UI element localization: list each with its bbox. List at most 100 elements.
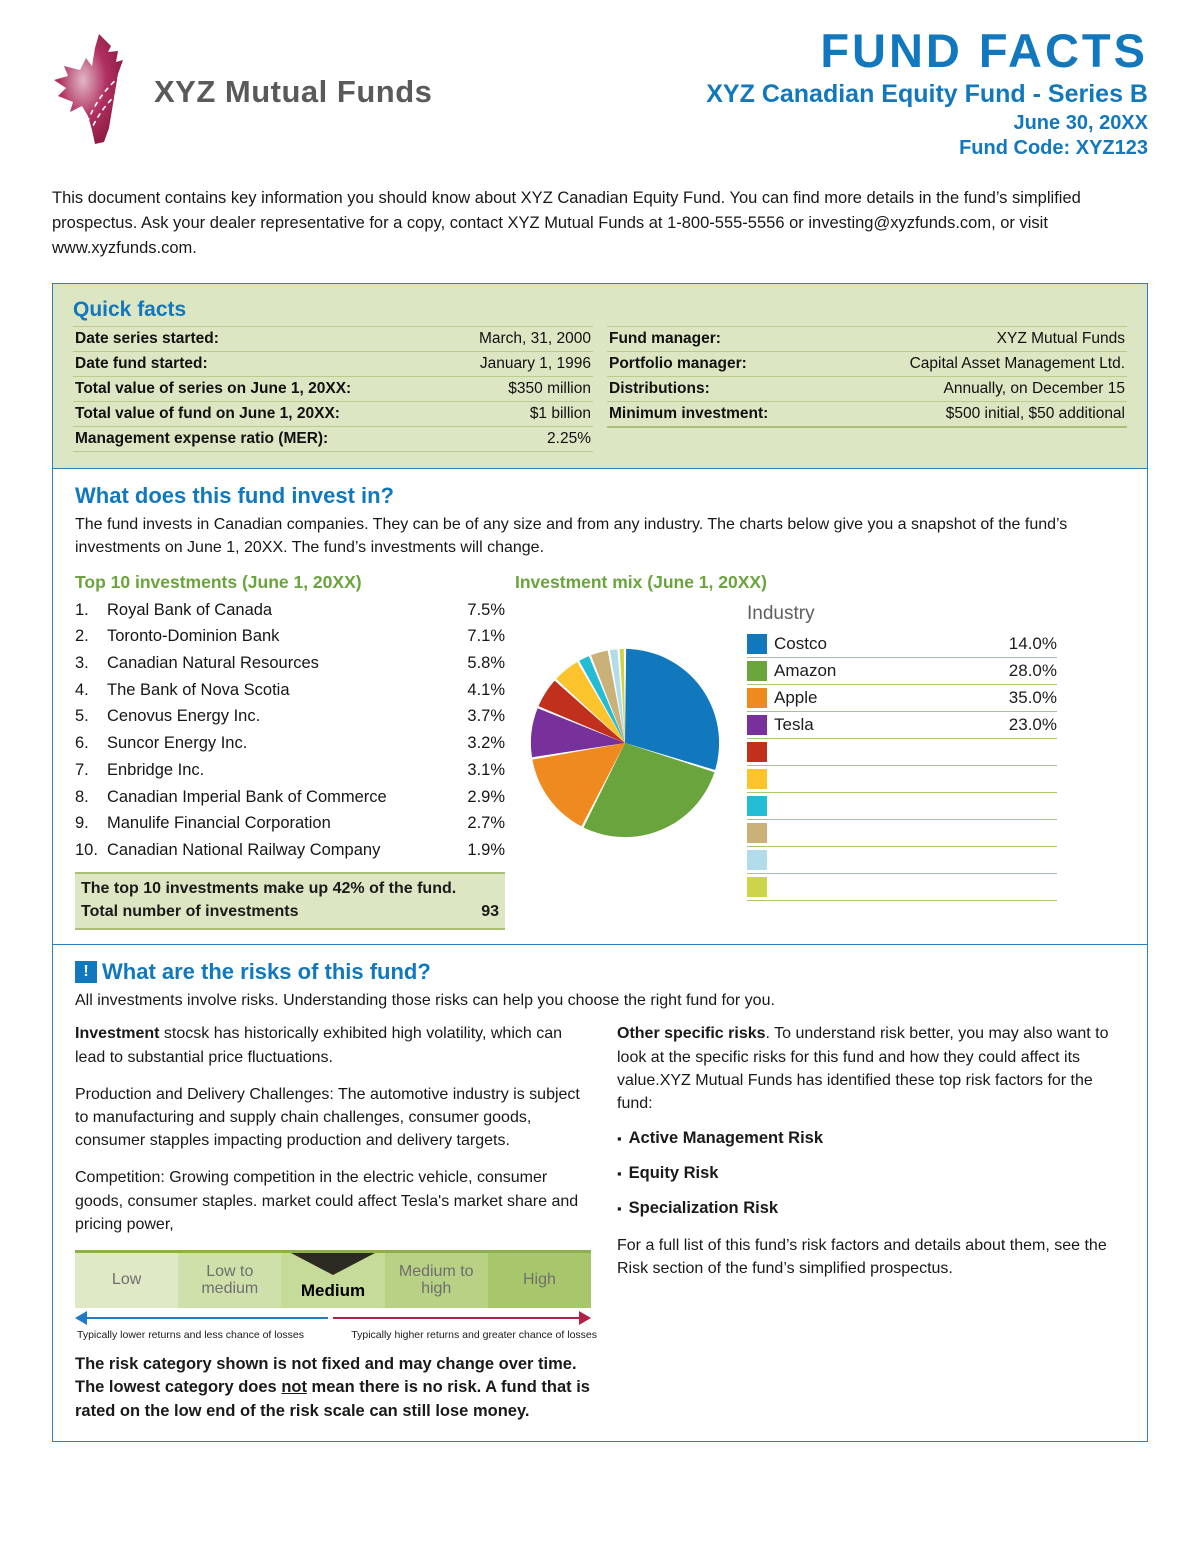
holding-pct: 7.5% — [467, 600, 505, 619]
legend-value: 28.0% — [1008, 660, 1057, 680]
legend-label: Apple — [774, 687, 818, 707]
rank: 10. — [75, 841, 98, 860]
other-specific-risks-paragraph: Other specific risks. To understand risk… — [617, 1022, 1127, 1115]
top10-column: Top 10 investments (June 1, 20XX) 1. Roy… — [75, 560, 505, 931]
pie-slice — [579, 655, 625, 743]
top10-summary-line: The top 10 investments make up 42% of th… — [81, 878, 499, 901]
legend-color-swatch — [747, 876, 767, 897]
risk-paragraph: Production and Delivery Challenges: The … — [75, 1085, 580, 1150]
risk-scale-segment-high: High — [487, 1252, 592, 1308]
risk-scale-segment-low-to-medium: Low to medium — [178, 1252, 282, 1308]
holding-pct: 2.7% — [467, 814, 505, 833]
total-investments-line: Total number of investments 93 — [81, 901, 499, 924]
legend-color-swatch — [747, 633, 767, 654]
quick-facts-key: Date series started: — [75, 330, 219, 348]
quick-facts-key: Total value of fund on June 1, 20XX: — [75, 405, 340, 423]
quick-facts-title: Quick facts — [73, 298, 187, 322]
other-specific-risks-text: . To understand risk better, you may als… — [617, 1025, 1109, 1112]
legend-row — [747, 766, 1057, 793]
risk-scale-caption-right: Typically higher returns and greater cha… — [351, 1328, 597, 1341]
legend-color-swatch — [747, 849, 767, 870]
risk-scale-bar: Low Low to medium Medium Medium to high … — [75, 1249, 592, 1308]
list-item: 6. Suncor Energy Inc. 3.2% — [75, 730, 505, 757]
quick-facts-value: 2.25% — [547, 430, 591, 448]
risks-right-column: Other specific risks. To understand risk… — [617, 1022, 1127, 1423]
investment-mix-heading: Investment mix (June 1, 20XX) — [515, 571, 767, 592]
quick-facts-key: Date fund started: — [75, 355, 208, 373]
risk-scale-segment-medium-label: Medium — [300, 1280, 366, 1300]
quick-facts-row: Minimum investment: $500 initial, $50 ad… — [607, 402, 1127, 429]
holding-name: Canadian Imperial Bank of Commerce — [107, 787, 387, 806]
holding-name: Royal Bank of Canada — [107, 600, 273, 619]
quick-facts-key: Total value of series on June 1, 20XX: — [75, 380, 352, 398]
list-item: 7. Enbridge Inc. 3.1% — [75, 757, 505, 784]
quick-facts-row: Fund manager: XYZ Mutual Funds — [607, 326, 1127, 353]
quick-facts-row: Total value of series on June 1, 20XX: $… — [73, 377, 593, 403]
quick-facts-row: Management expense ratio (MER): 2.25% — [73, 427, 593, 453]
risk-paragraph-text: stocsk has historically exhibited high v… — [75, 1025, 563, 1066]
holding-name: Toronto-Dominion Bank — [107, 627, 280, 646]
legend-title: Industry — [747, 602, 815, 624]
as-of-date: June 30, 20XX — [1013, 111, 1148, 134]
risk-scale: Low Low to medium Medium Medium to high … — [75, 1249, 597, 1341]
invest-section: What does this fund invest in? The fund … — [52, 469, 1148, 946]
legend-row — [747, 793, 1057, 820]
quick-facts-value: Capital Asset Management Ltd. — [909, 355, 1125, 373]
quick-facts-row: Portfolio manager: Capital Asset Managem… — [607, 352, 1127, 378]
legend-value: 35.0% — [1008, 687, 1057, 707]
rank: 6. — [75, 734, 89, 753]
pie-slice — [538, 680, 625, 743]
pie-slice — [532, 742, 625, 827]
quick-facts-row: Date fund started: January 1, 1996 — [73, 352, 593, 378]
rank: 7. — [75, 760, 89, 779]
quick-facts-key: Fund manager: — [609, 330, 721, 348]
legend-color-swatch — [747, 687, 767, 708]
holding-pct: 1.9% — [467, 841, 505, 860]
list-item: 8. Canadian Imperial Bank of Commerce 2.… — [75, 784, 505, 811]
document-body: Quick facts Date series started: March, … — [52, 283, 1148, 1443]
legend-color-swatch — [747, 714, 767, 735]
top10-summary: The top 10 investments make up 42% of th… — [75, 871, 505, 931]
alert-exclamation-icon: ! — [75, 961, 97, 984]
holding-name: Suncor Energy Inc. — [107, 734, 248, 753]
holding-name: Cenovus Energy Inc. — [107, 707, 261, 726]
quick-facts-section: Quick facts Date series started: March, … — [52, 283, 1148, 470]
rank: 9. — [75, 814, 89, 833]
rank: 8. — [75, 787, 89, 806]
top10-heading: Top 10 investments (June 1, 20XX) — [75, 571, 362, 592]
risk-paragraph: Investment stocsk has historically exhib… — [75, 1022, 591, 1068]
list-item: 2. Toronto-Dominion Bank 7.1% — [75, 623, 505, 650]
risk-scale-segment-low: Low — [75, 1252, 179, 1308]
xyz-maple-leaf-logo-icon — [52, 32, 148, 152]
holding-pct: 7.1% — [467, 627, 505, 646]
legend-value: 14.0% — [1008, 633, 1057, 653]
legend-color-swatch — [747, 768, 767, 789]
legend-color-swatch — [747, 822, 767, 843]
arrow-line-high — [333, 1316, 581, 1320]
risks-left-column: Investment stocsk has historically exhib… — [75, 1022, 597, 1423]
pie-slice — [619, 648, 625, 743]
holding-name: Enbridge Inc. — [107, 760, 205, 779]
holding-name: Canadian National Railway Company — [107, 841, 381, 860]
arrow-right-icon — [579, 1310, 591, 1325]
rank: 5. — [75, 707, 89, 726]
list-item: 5. Cenovus Energy Inc. 3.7% — [75, 703, 505, 730]
quick-facts-value: $1 billion — [529, 405, 591, 423]
legend-value: 23.0% — [1008, 714, 1057, 734]
risk-footer-text: For a full list of this fund’s risk fact… — [617, 1237, 1107, 1278]
fund-code: Fund Code: XYZ123 — [959, 136, 1148, 159]
legend-label: Costco — [774, 633, 827, 653]
holding-name: Canadian Natural Resources — [107, 654, 319, 673]
brand-name: XYZ Mutual Funds — [154, 74, 433, 109]
arrow-line-low — [85, 1316, 328, 1320]
pie-slice — [556, 661, 625, 743]
investment-mix-column: Investment mix (June 1, 20XX) Industry C… — [515, 560, 1127, 931]
quick-facts-key: Distributions: — [609, 380, 710, 398]
risk-disclaimer-part-b: mean there is no risk. A fund that is ra… — [75, 1378, 590, 1420]
brand-block: XYZ Mutual Funds — [52, 18, 432, 152]
risk-disclaimer-part-a: The risk category shown is not fixed and… — [75, 1354, 577, 1397]
risk-factor-bullet: Equity Risk — [617, 1164, 1127, 1183]
quick-facts-left-column: Date series started: March, 31, 2000 Dat… — [73, 326, 593, 453]
rank: 1. — [75, 600, 89, 619]
quick-facts-value: Annually, on December 15 — [943, 380, 1125, 398]
